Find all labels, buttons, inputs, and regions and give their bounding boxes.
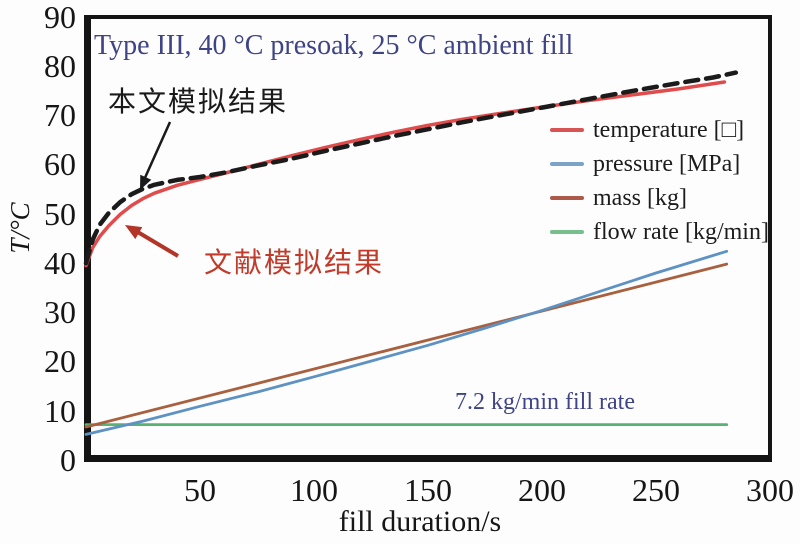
- ytick-70: 70: [44, 97, 76, 133]
- legend-label-flow-rate: flow rate [kg/min]: [593, 218, 769, 245]
- xtick-100: 100: [290, 472, 338, 508]
- ytick-20: 20: [44, 343, 76, 379]
- ytick-50: 50: [44, 196, 76, 232]
- flow-rate-line-swatch: [550, 230, 584, 234]
- legend-label-temperature: temperature [□]: [593, 116, 745, 143]
- ytick-0: 0: [60, 442, 76, 478]
- arrow-to-literature-curve: [125, 225, 180, 258]
- series-layer: [83, 70, 739, 436]
- literature-simulation-label: 文献模拟结果: [204, 248, 385, 279]
- temperature-line-swatch: [550, 128, 584, 132]
- legend-label-mass: mass [kg]: [593, 184, 687, 211]
- ytick-10: 10: [44, 393, 76, 429]
- arrow-to-paper-curve: [140, 121, 172, 190]
- mass-line-swatch: [550, 196, 584, 200]
- xtick-50: 50: [184, 472, 216, 508]
- xtick-300: 300: [746, 472, 794, 508]
- legend-item-temperature: temperature [□]: [550, 113, 769, 147]
- ytick-30: 30: [44, 294, 76, 330]
- x-axis-title: fill duration/s: [338, 505, 502, 538]
- ytick-80: 80: [44, 48, 76, 84]
- legend-item-mass: mass [kg]: [550, 181, 769, 215]
- pressure-line-swatch: [550, 162, 584, 166]
- y-axis-title: T/°C: [5, 202, 35, 254]
- xtick-200: 200: [518, 472, 566, 508]
- ytick-90: 90: [44, 0, 76, 35]
- legend-item-pressure: pressure [MPa]: [550, 147, 769, 181]
- ytick-40: 40: [44, 245, 76, 281]
- paper-simulation-label: 本文模拟结果: [108, 87, 289, 118]
- legend-item-flow-rate: flow rate [kg/min]: [550, 215, 769, 249]
- xtick-150: 150: [404, 472, 452, 508]
- fill-rate-annotation: 7.2 kg/min fill rate: [455, 389, 635, 415]
- xtick-250: 250: [632, 472, 680, 508]
- series-mass: [84, 262, 729, 429]
- series-temperature-paper: [83, 70, 739, 266]
- ytick-60: 60: [44, 146, 76, 182]
- condition-annotation: Type III, 40 °C presoak, 25 °C ambient f…: [94, 30, 574, 61]
- series-pressure: [84, 249, 729, 436]
- legend-label-pressure: pressure [MPa]: [593, 150, 741, 177]
- legend: temperature [□] pressure [MPa] mass [kg]…: [550, 113, 769, 249]
